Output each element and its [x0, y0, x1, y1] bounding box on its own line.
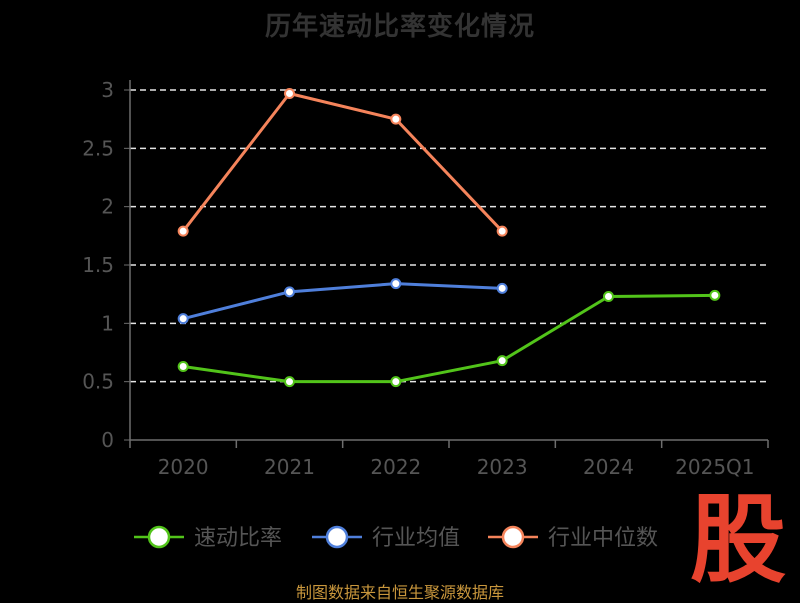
data-point	[603, 291, 614, 302]
x-tick-label: 2020	[158, 455, 209, 479]
data-point	[496, 225, 508, 237]
data-point	[284, 286, 295, 298]
legend-marker	[325, 525, 349, 549]
x-tick-label: 2024	[583, 455, 634, 479]
y-tick-label: 1.5	[82, 253, 114, 277]
legend-label: 速动比率	[194, 526, 282, 551]
data-point	[177, 313, 189, 325]
data-point	[284, 376, 295, 388]
data-point	[496, 282, 508, 294]
source-note: 制图数据来自恒生聚源数据库	[295, 583, 504, 602]
series-1	[177, 278, 508, 325]
x-tick-label: 2025Q1	[675, 455, 754, 479]
series-line	[182, 293, 715, 384]
y-tick-label: 0	[101, 428, 114, 452]
y-tick-label: 3	[101, 78, 114, 102]
legend-marker	[147, 525, 171, 549]
series-2	[177, 88, 508, 237]
data-point	[390, 113, 402, 125]
legend-item: 行业均值	[312, 525, 460, 551]
y-tick-label: 1	[101, 311, 114, 335]
series-0	[177, 289, 721, 388]
legend-marker	[501, 525, 525, 549]
legend-label: 行业均值	[372, 526, 460, 551]
data-point	[284, 88, 295, 99]
y-tick-label: 0.5	[82, 370, 114, 394]
x-tick-labels: 2020 2021 2022 2023 2024 2025Q1	[158, 455, 755, 479]
grid-lines	[130, 89, 768, 383]
chart-title: 历年速动比率变化情况	[264, 12, 535, 42]
x-tick-label: 2023	[477, 455, 528, 479]
data-point	[709, 289, 721, 301]
series	[177, 88, 721, 388]
data-point	[496, 355, 508, 367]
axes	[124, 80, 769, 448]
y-tick-labels: 0 0.5 1 1.5 2 2.5 3	[82, 78, 114, 452]
legend-item: 行业中位数	[488, 525, 658, 551]
legend-item: 速动比率	[134, 525, 282, 551]
series-line	[181, 92, 504, 233]
data-point	[177, 361, 189, 372]
watermark-logo: 股	[690, 484, 786, 596]
data-point	[390, 278, 402, 290]
y-tick-label: 2	[101, 195, 114, 219]
x-tick-label: 2022	[370, 455, 421, 479]
legend-label: 行业中位数	[548, 526, 658, 551]
x-tick-label: 2021	[264, 455, 315, 479]
series-line	[182, 282, 503, 321]
y-tick-label: 2.5	[82, 136, 114, 160]
legend: 速动比率 行业均值 行业中位数	[134, 525, 658, 551]
data-point	[177, 225, 189, 237]
data-point	[390, 376, 402, 388]
